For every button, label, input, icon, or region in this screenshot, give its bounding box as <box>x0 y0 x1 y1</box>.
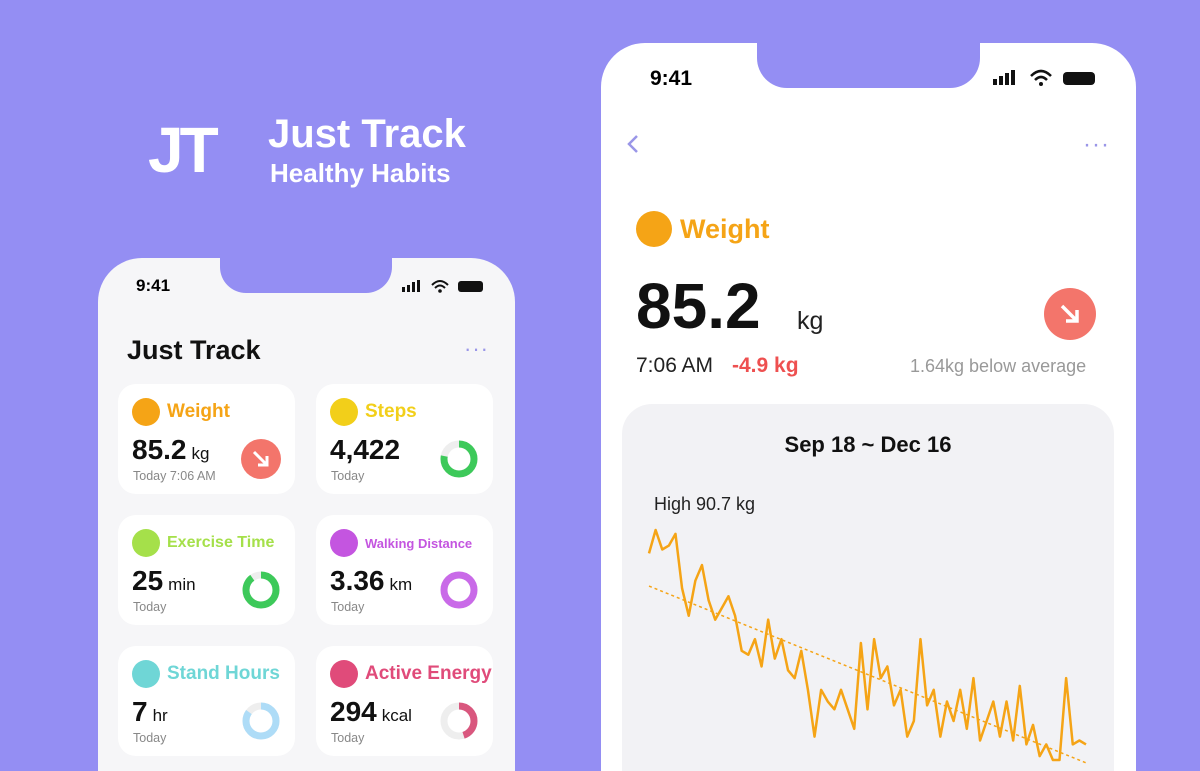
trend-arrow <box>252 450 269 467</box>
weight-line <box>647 528 1087 762</box>
card-value-number: 294 <box>330 696 377 727</box>
status-icons <box>402 280 483 293</box>
metric-time: 7:06 AM <box>636 354 714 377</box>
weight-icon <box>636 211 672 247</box>
chart-range: Sep 18 ~ Dec 16 <box>784 432 952 457</box>
metric-note: 1.64kg below average <box>910 356 1087 376</box>
card-value-number: 7 <box>132 696 148 727</box>
trend-line <box>648 585 1087 764</box>
card-unit: min <box>168 575 196 594</box>
brand-tagline: Healthy Habits <box>270 158 451 188</box>
card-value-number: 3.36 <box>330 565 385 596</box>
card-indicator <box>242 571 280 609</box>
card-indicator <box>440 702 478 740</box>
card-value: 3.36 km <box>330 565 412 597</box>
back-button[interactable] <box>625 133 645 157</box>
metric-card[interactable]: Active Energy 294 kcal Today <box>316 646 493 756</box>
metric-card[interactable]: Stand Hours 7 hr Today <box>118 646 295 756</box>
card-value: 294 kcal <box>330 696 412 728</box>
card-icon <box>330 660 358 688</box>
notch <box>220 258 392 293</box>
ring <box>440 440 478 478</box>
app-title: Just Track <box>127 335 261 365</box>
chart-high-label: High 90.7 kg <box>654 494 756 514</box>
card-title: Active Energy <box>365 663 492 684</box>
metric-card[interactable]: Walking Distance 3.36 km Today <box>316 515 493 625</box>
card-title: Steps <box>365 401 417 422</box>
card-caption: Today <box>331 731 365 745</box>
card-unit: hr <box>152 706 168 725</box>
ring <box>440 571 478 609</box>
card-title: Weight <box>167 401 230 422</box>
ring <box>440 702 478 740</box>
metric-card[interactable]: Exercise Time 25 min Today <box>118 515 295 625</box>
card-value-number: 85.2 <box>132 434 187 465</box>
weight-chart <box>647 528 1087 764</box>
card-caption: Today <box>331 469 365 483</box>
card-icon <box>132 660 160 688</box>
metric-change: -4.9 kg <box>732 354 799 377</box>
card-title: Stand Hours <box>167 663 280 684</box>
chart-card: Sep 18 ~ Dec 16 High 90.7 kg <box>622 404 1114 771</box>
card-indicator <box>241 439 281 479</box>
card-caption: Today <box>331 600 365 614</box>
card-value-number: 25 <box>132 565 164 596</box>
card-value: 85.2 kg <box>132 434 209 466</box>
brand-logo: JT <box>148 114 219 186</box>
metric-value: 85.2 <box>636 270 761 342</box>
card-value-number: 4,422 <box>330 434 401 465</box>
card-value: 4,422 <box>330 434 400 466</box>
metric-title: Weight <box>680 214 770 244</box>
metric-card[interactable]: Steps 4,422 Today <box>316 384 493 494</box>
card-caption: Today 7:06 AM <box>133 469 216 483</box>
card-unit: km <box>389 575 413 594</box>
more-button[interactable]: ··· <box>1083 131 1110 158</box>
left-phone: 9:41 Just Track ··· Weight 85.2 kg Today 7:… <box>98 258 515 771</box>
card-unit: kg <box>191 444 210 463</box>
status-time: 9:41 <box>650 67 693 90</box>
ring <box>242 571 280 609</box>
card-indicator <box>440 440 478 478</box>
card-title: Walking Distance <box>365 536 473 551</box>
card-caption: Today <box>133 600 167 614</box>
brand-name: Just Track <box>268 112 466 156</box>
card-indicator <box>242 702 280 740</box>
card-icon <box>132 398 160 426</box>
card-icon <box>330 529 358 557</box>
status-time: 9:41 <box>136 276 171 295</box>
notch <box>757 43 980 88</box>
ring <box>242 702 280 740</box>
metric-card[interactable]: Weight 85.2 kg Today 7:06 AM <box>118 384 295 494</box>
card-value: 7 hr <box>132 696 168 728</box>
card-caption: Today <box>133 731 167 745</box>
card-icon <box>330 398 358 426</box>
trend-icon <box>1044 288 1096 340</box>
card-unit: kcal <box>381 706 412 725</box>
status-icons <box>993 69 1095 86</box>
card-icon <box>132 529 160 557</box>
more-button[interactable]: ··· <box>464 336 489 361</box>
card-indicator <box>440 571 478 609</box>
metric-unit: kg <box>797 307 824 335</box>
right-phone: 9:41 ··· Weight 85.2 kg 7:06 AM -4.9 kg … <box>601 43 1136 771</box>
card-value: 25 min <box>132 565 196 597</box>
card-title: Exercise Time <box>167 534 275 551</box>
